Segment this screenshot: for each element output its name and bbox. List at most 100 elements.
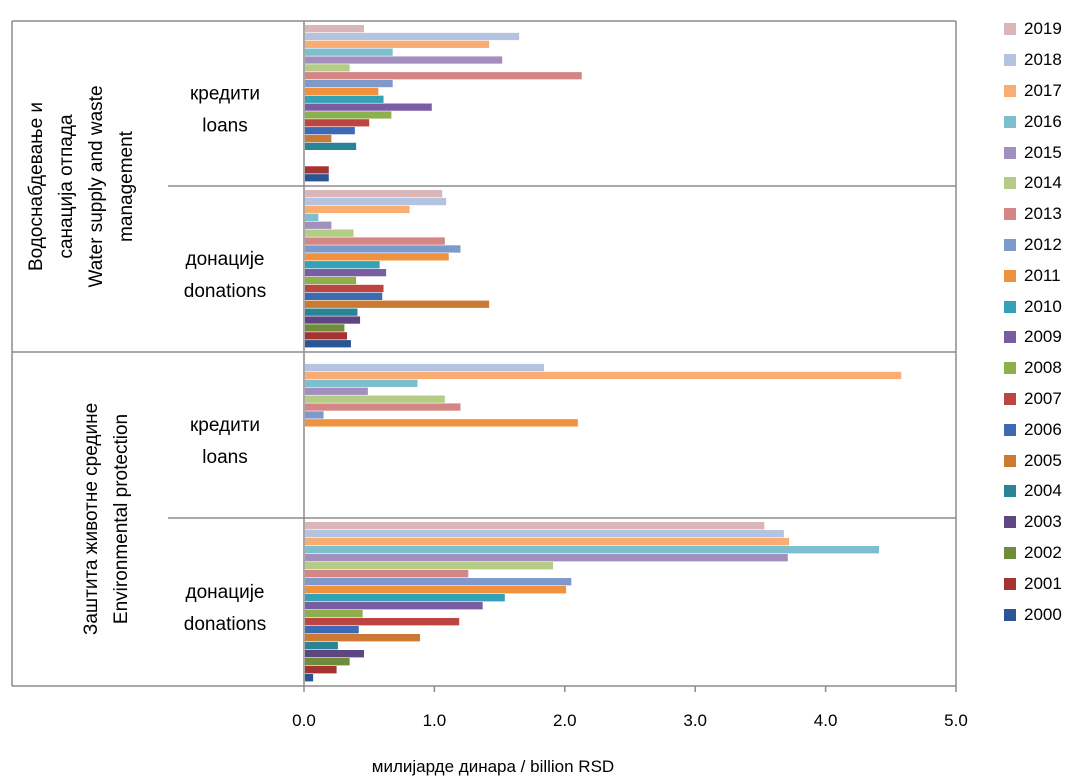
bar-ws_loans-2007	[305, 119, 370, 127]
bar-ws_loans-2005	[305, 134, 332, 143]
bar-ws_donations-2002	[305, 324, 345, 332]
bar-ep_donations-2013	[305, 570, 469, 578]
bar-ws_donations-2011	[305, 253, 449, 261]
bar-ep_donations-2019	[305, 522, 765, 530]
bar-ws_donations-2003	[305, 316, 361, 324]
bar-ws_donations-2016	[305, 213, 319, 221]
x-tick-label: 3.0	[683, 711, 707, 730]
bar-ws_donations-2008	[305, 276, 357, 285]
category-label: донације	[186, 249, 265, 270]
bar-ws_donations-2010	[305, 261, 380, 269]
bar-ws_loans-2000	[305, 174, 329, 182]
legend-label: 2000	[1024, 604, 1062, 624]
legend-item: 2011	[1004, 260, 1078, 291]
bar-ep_donations-2001	[305, 666, 337, 674]
legend-swatch	[1004, 177, 1016, 190]
legend-swatch	[1004, 546, 1016, 559]
legend-swatch	[1004, 423, 1016, 436]
legend-swatch	[1004, 300, 1016, 313]
group-label: management	[116, 130, 137, 242]
legend-swatch	[1004, 238, 1016, 251]
bar-ep_loans-2011	[305, 419, 578, 427]
legend-label: 2018	[1024, 50, 1062, 70]
legend-item: 2002	[1004, 538, 1078, 569]
legend-swatch	[1004, 516, 1016, 529]
bar-ws_donations-2012	[305, 245, 461, 253]
bar-ws_loans-2001	[305, 166, 329, 174]
bar-ws_loans-2010	[305, 95, 384, 103]
bar-ep_donations-2012	[305, 578, 572, 586]
bar-ep_loans-2012	[305, 411, 324, 419]
legend-item: 2017	[1004, 76, 1078, 107]
bar-ws_donations-2019	[305, 190, 443, 198]
legend-item: 2013	[1004, 199, 1078, 230]
legend-swatch	[1004, 331, 1016, 344]
bar-ws_donations-2014	[305, 229, 354, 237]
bar-ep_loans-2017	[305, 371, 902, 380]
bar-ep_donations-2014	[305, 562, 554, 570]
x-tick-label: 5.0	[944, 711, 968, 730]
legend-swatch	[1004, 23, 1016, 36]
category-label: loans	[202, 116, 247, 137]
bar-ep_donations-2007	[305, 618, 460, 626]
bar-ep_loans-2013	[305, 403, 461, 411]
bar-ws_donations-2015	[305, 221, 332, 229]
bar-ws_loans-2013	[305, 72, 582, 80]
bar-ws_loans-2009	[305, 103, 432, 111]
bar-ws_donations-2018	[305, 197, 447, 206]
bar-ws_loans-2004	[305, 142, 357, 150]
legend-item: 2016	[1004, 106, 1078, 137]
category-label: donations	[184, 281, 266, 302]
legend-item: 2005	[1004, 445, 1078, 476]
legend-label: 2015	[1024, 142, 1062, 162]
legend-item: 2009	[1004, 322, 1078, 353]
bar-ep_loans-2016	[305, 379, 418, 387]
bar-ep_donations-2006	[305, 626, 359, 634]
legend-swatch	[1004, 208, 1016, 221]
legend-label: 2002	[1024, 542, 1062, 562]
legend-swatch	[1004, 485, 1016, 498]
legend-swatch	[1004, 392, 1016, 405]
legend-label: 2013	[1024, 204, 1062, 224]
legend-swatch	[1004, 84, 1016, 97]
chart-legend: 2019 2018 2017 2016 2015 2014 2013 2012 2011 2010…	[1004, 14, 1078, 630]
bar-ws_loans-2006	[305, 127, 355, 135]
legend-item: 2012	[1004, 230, 1078, 261]
bar-ws_loans-2015	[305, 56, 503, 64]
group-label: Заштита животне средине	[81, 403, 102, 635]
legend-swatch	[1004, 577, 1016, 590]
legend-item: 2003	[1004, 507, 1078, 538]
legend-swatch	[1004, 269, 1016, 282]
bar-ws_donations-2007	[305, 284, 384, 293]
legend-item: 2004	[1004, 476, 1078, 507]
bar-ws_loans-2016	[305, 48, 393, 56]
legend-label: 2005	[1024, 450, 1062, 470]
legend-item: 2014	[1004, 168, 1078, 199]
bar-ep_donations-2002	[305, 658, 350, 666]
legend-item: 2007	[1004, 384, 1078, 415]
legend-label: 2010	[1024, 296, 1062, 316]
category-label: кредити	[190, 84, 260, 105]
x-axis-label: милијарде динара / billion RSD	[372, 757, 614, 776]
bar-ws_donations-2009	[305, 269, 387, 277]
legend-label: 2007	[1024, 388, 1062, 408]
bar-ep_donations-2010	[305, 594, 505, 602]
group-label: санација отпада	[56, 114, 77, 258]
bar-ep_loans-2014	[305, 395, 445, 403]
legend-label: 2001	[1024, 573, 1062, 593]
bar-ep_donations-2008	[305, 610, 363, 618]
category-label: донације	[186, 582, 265, 603]
category-label: кредити	[190, 415, 260, 436]
legend-label: 2012	[1024, 234, 1062, 254]
x-tick-label: 4.0	[814, 711, 838, 730]
bar-ws_donations-2017	[305, 205, 410, 214]
bar-ep_loans-2018	[305, 363, 544, 372]
legend-item: 2019	[1004, 14, 1078, 45]
bar-ep_donations-2005	[305, 634, 421, 642]
legend-item: 2010	[1004, 291, 1078, 322]
legend-label: 2009	[1024, 327, 1062, 347]
group-label: Водоснабдевање и	[26, 102, 47, 271]
legend-label: 2014	[1024, 173, 1062, 193]
bar-ep_donations-2003	[305, 650, 364, 658]
